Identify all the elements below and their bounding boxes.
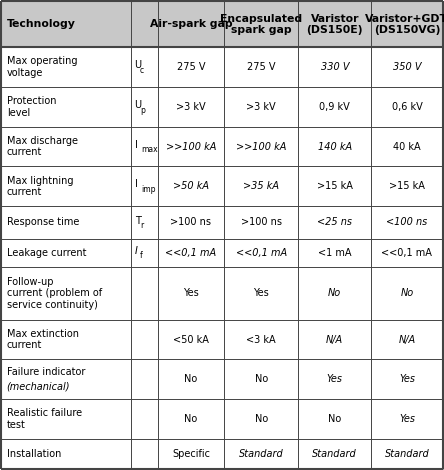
Text: max: max [141, 145, 158, 154]
Text: 275 V: 275 V [177, 62, 205, 72]
Text: T: T [135, 216, 140, 226]
Bar [1, 1, 443, 47]
Text: U: U [135, 100, 142, 110]
Text: c: c [140, 66, 144, 75]
Text: I: I [135, 246, 137, 256]
Text: Protection
level: Protection level [7, 96, 56, 118]
Text: No: No [184, 414, 198, 424]
Text: imp: imp [141, 185, 156, 194]
Text: Yes: Yes [399, 374, 415, 384]
Text: Standard: Standard [385, 449, 429, 459]
Text: >3 kV: >3 kV [176, 102, 206, 112]
Text: Encapsulated
spark gap: Encapsulated spark gap [220, 14, 302, 35]
Text: No: No [400, 288, 413, 298]
Text: r: r [140, 221, 143, 230]
Text: >100 ns: >100 ns [170, 218, 211, 227]
Text: <1 mA: <1 mA [318, 248, 352, 258]
Text: Standard: Standard [239, 449, 284, 459]
Text: Yes: Yes [254, 288, 269, 298]
Text: 140 kA: 140 kA [318, 141, 352, 152]
Text: >100 ns: >100 ns [241, 218, 282, 227]
Text: N/A: N/A [398, 335, 416, 345]
Text: >3 kV: >3 kV [246, 102, 276, 112]
Text: Failure indicator: Failure indicator [7, 368, 85, 377]
Text: 330 V: 330 V [321, 62, 349, 72]
Text: No: No [255, 414, 268, 424]
Text: No: No [328, 414, 341, 424]
Text: Specific: Specific [172, 449, 210, 459]
Text: <3 kA: <3 kA [246, 335, 276, 345]
Text: >15 kA: >15 kA [389, 181, 425, 191]
Text: <<0,1 mA: <<0,1 mA [165, 248, 217, 258]
Text: <50 kA: <50 kA [173, 335, 209, 345]
Text: <25 ns: <25 ns [317, 218, 352, 227]
Text: I: I [135, 140, 137, 150]
Text: Yes: Yes [183, 288, 199, 298]
Text: Max lightning
current: Max lightning current [7, 175, 73, 197]
Text: Installation: Installation [7, 449, 61, 459]
Text: Max extinction
current: Max extinction current [7, 329, 79, 351]
Text: 0,9 kV: 0,9 kV [319, 102, 350, 112]
Text: Yes: Yes [327, 374, 343, 384]
Text: Air-spark gap: Air-spark gap [150, 19, 232, 29]
Text: Max operating
voltage: Max operating voltage [7, 56, 77, 78]
Text: <<0,1 mA: <<0,1 mA [236, 248, 287, 258]
Text: 350 V: 350 V [392, 62, 421, 72]
Text: Follow-up
current (problem of
service continuity): Follow-up current (problem of service co… [7, 276, 102, 310]
Text: Max discharge
current: Max discharge current [7, 136, 78, 157]
Text: N/A: N/A [326, 335, 343, 345]
Text: (mechanical): (mechanical) [7, 381, 70, 392]
Text: Varistor
(DS150E): Varistor (DS150E) [306, 14, 363, 35]
Text: I: I [135, 180, 137, 189]
Text: <<0,1 mA: <<0,1 mA [381, 248, 432, 258]
Text: U: U [135, 60, 142, 70]
Text: >35 kA: >35 kA [243, 181, 279, 191]
Text: >>100 kA: >>100 kA [166, 141, 216, 152]
Text: p: p [140, 106, 145, 115]
Text: Realistic failure
test: Realistic failure test [7, 408, 82, 430]
Text: Leakage current: Leakage current [7, 248, 86, 258]
Text: 40 kA: 40 kA [393, 141, 421, 152]
Text: No: No [255, 374, 268, 384]
Text: Standard: Standard [313, 449, 357, 459]
Text: <100 ns: <100 ns [386, 218, 428, 227]
Text: >15 kA: >15 kA [317, 181, 353, 191]
Text: No: No [328, 288, 341, 298]
Text: >50 kA: >50 kA [173, 181, 209, 191]
Text: >>100 kA: >>100 kA [236, 141, 286, 152]
Text: Response time: Response time [7, 218, 79, 227]
Text: No: No [184, 374, 198, 384]
Text: Yes: Yes [399, 414, 415, 424]
Text: 0,6 kV: 0,6 kV [392, 102, 422, 112]
Text: 275 V: 275 V [247, 62, 276, 72]
Text: Technology: Technology [7, 19, 75, 29]
Text: f: f [140, 251, 143, 260]
Text: Varistor+GDT
(DS150VG): Varistor+GDT (DS150VG) [365, 14, 444, 35]
